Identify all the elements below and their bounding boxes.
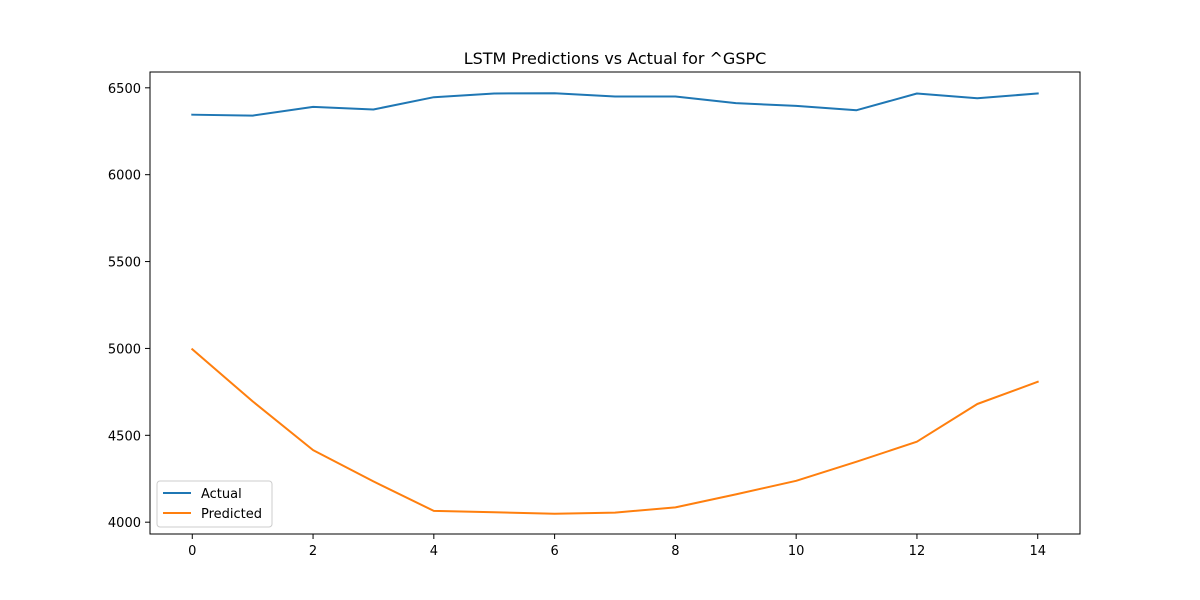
legend-label-predicted: Predicted	[201, 507, 262, 522]
y-tick-label: 4500	[108, 429, 141, 444]
x-tick-label: 14	[1029, 544, 1046, 559]
x-tick-label: 8	[671, 544, 679, 559]
y-tick-label: 6000	[108, 169, 141, 184]
x-tick-label: 4	[430, 544, 438, 559]
chart-title: LSTM Predictions vs Actual for ^GSPC	[464, 49, 767, 68]
plot-area	[190, 92, 1039, 515]
y-tick-label: 6500	[108, 82, 141, 97]
legend: Actual Predicted	[156, 480, 273, 528]
x-tick-label: 6	[550, 544, 558, 559]
series-line-actual	[191, 92, 1039, 117]
x-tick-label: 2	[309, 544, 317, 559]
axes: 0 2 4 6 8 10 12 14 4000 4500 5000 5500 6000 6500	[108, 71, 1081, 559]
x-tick-label: 0	[188, 544, 196, 559]
legend-label-actual: Actual	[201, 487, 242, 502]
y-tick-label: 5500	[108, 256, 141, 271]
y-tick-label: 4000	[108, 516, 141, 531]
axes-frame	[149, 71, 1081, 535]
x-tick-label: 12	[909, 544, 926, 559]
x-tick-label: 10	[788, 544, 805, 559]
y-tick-label: 5000	[108, 342, 141, 357]
series-line-predicted	[190, 347, 1039, 515]
